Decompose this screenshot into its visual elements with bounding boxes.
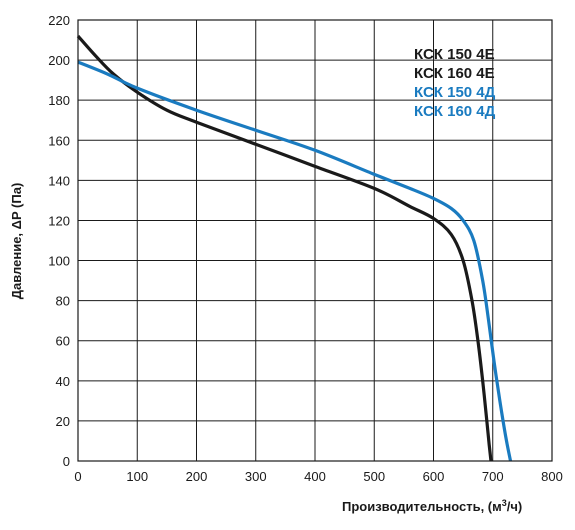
legend: КСК 150 4Е КСК 160 4Е КСК 150 4Д КСК 160 4Д: [414, 46, 496, 120]
y-tick-label: 140: [48, 173, 70, 188]
legend-entry: КСК 160 4Д: [414, 103, 496, 120]
y-tick-label: 20: [56, 414, 70, 429]
series-line-black: [76, 34, 493, 462]
x-tick-label: 500: [363, 469, 385, 484]
y-tick-label: 0: [63, 454, 70, 469]
x-tick-label: 700: [482, 469, 504, 484]
x-tick-label: 100: [126, 469, 148, 484]
x-tick-label: 300: [245, 469, 267, 484]
y-tick-label: 40: [56, 374, 70, 389]
series-lines: [76, 34, 513, 462]
x-tick-label: 800: [541, 469, 563, 484]
y-tick-label: 60: [56, 334, 70, 349]
x-tick-label: 600: [423, 469, 445, 484]
y-tick-label: 80: [56, 294, 70, 309]
y-tick-label: 120: [48, 213, 70, 228]
x-tick-label: 200: [186, 469, 208, 484]
legend-entry: КСК 150 4Е: [414, 46, 495, 63]
y-tick-label: 200: [48, 53, 70, 68]
y-tick-label: 180: [48, 93, 70, 108]
x-tick-label: 0: [74, 469, 81, 484]
x-tick-label: 400: [304, 469, 326, 484]
series-line-blue: [77, 60, 513, 462]
legend-entry: КСК 160 4Е: [414, 65, 495, 82]
x-tick-labels: 0 100 200 300 400 500 600 700 800: [74, 469, 562, 484]
y-axis-label: Давление, ΔP (Па): [9, 183, 24, 300]
y-tick-label: 160: [48, 133, 70, 148]
plot-frame: [77, 19, 553, 462]
y-tick-label: 100: [48, 254, 70, 269]
legend-entry: КСК 150 4Д: [414, 84, 496, 101]
x-axis-label: Производительность, (м3/ч): [342, 498, 522, 514]
y-tick-labels: 0 20 40 60 80 100 120 140 160 180 200 220: [48, 13, 70, 469]
y-tick-label: 220: [48, 13, 70, 28]
